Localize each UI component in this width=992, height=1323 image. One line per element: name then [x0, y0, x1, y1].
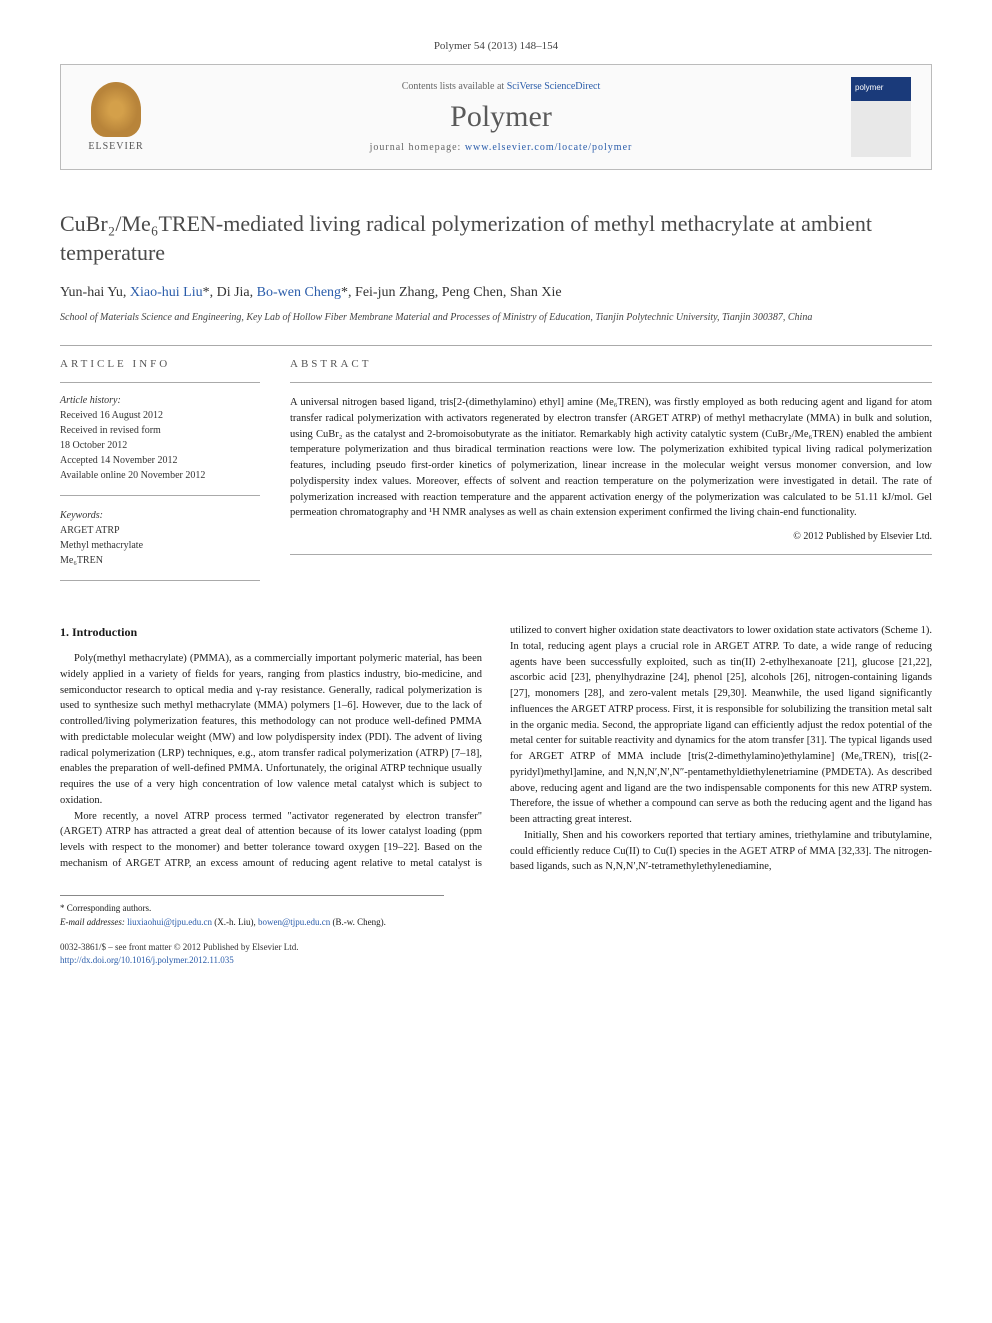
journal-reference: Polymer 54 (2013) 148–154 [60, 40, 932, 52]
journal-cover-thumbnail[interactable] [851, 77, 911, 157]
divider-rule [60, 382, 260, 383]
divider-rule [60, 495, 260, 496]
history-item: Accepted 14 November 2012 [60, 453, 260, 468]
keywords-heading: Keywords: [60, 510, 260, 521]
homepage-line: journal homepage: www.elsevier.com/locat… [151, 142, 851, 153]
keyword: ARGET ATRP [60, 523, 260, 538]
sciencedirect-link[interactable]: SciVerse ScienceDirect [507, 81, 601, 92]
affiliation: School of Materials Science and Engineer… [60, 311, 932, 325]
elsevier-logo[interactable]: ELSEVIER [81, 77, 151, 157]
author: Di Jia [217, 285, 250, 300]
divider-rule [60, 345, 932, 346]
homepage-prefix: journal homepage: [370, 142, 465, 153]
body-columns: 1. Introduction Poly(methyl methacrylate… [60, 623, 932, 875]
author-corresponding[interactable]: Bo-wen Cheng [257, 285, 341, 300]
article-info-column: ARTICLE INFO Article history: Received 1… [60, 358, 260, 593]
author: Peng Chen [442, 285, 503, 300]
article-title: CuBr₂/Me₆TREN-mediated living radical po… [60, 210, 932, 267]
email-line: E-mail addresses: liuxiaohui@tjpu.edu.cn… [60, 916, 444, 930]
elsevier-tree-icon [91, 82, 141, 137]
divider-rule [290, 554, 932, 555]
abstract-heading: ABSTRACT [290, 358, 932, 370]
contents-available-line: Contents lists available at SciVerse Sci… [151, 81, 851, 92]
history-item: Available online 20 November 2012 [60, 468, 260, 483]
keyword: Methyl methacrylate [60, 538, 260, 553]
emails-label: E-mail addresses: [60, 917, 125, 927]
author-list: Yun-hai Yu, Xiao-hui Liu*, Di Jia, Bo-we… [60, 285, 932, 301]
author: Yun-hai Yu [60, 285, 123, 300]
history-heading: Article history: [60, 395, 260, 406]
corresponding-marker: * [203, 285, 210, 300]
abstract-column: ABSTRACT A universal nitrogen based liga… [290, 358, 932, 593]
doi-link[interactable]: http://dx.doi.org/10.1016/j.polymer.2012… [60, 955, 234, 965]
history-item: Received 16 August 2012 [60, 408, 260, 423]
journal-header-box: ELSEVIER Contents lists available at Sci… [60, 64, 932, 170]
contents-prefix: Contents lists available at [402, 81, 507, 92]
header-center: Contents lists available at SciVerse Sci… [151, 81, 851, 153]
info-abstract-row: ARTICLE INFO Article history: Received 1… [60, 358, 932, 593]
email-who: (B.-w. Cheng). [332, 917, 385, 927]
email-link[interactable]: liuxiaohui@tjpu.edu.cn [127, 917, 212, 927]
footnotes: * Corresponding authors. E-mail addresse… [60, 895, 444, 929]
elsevier-label: ELSEVIER [88, 141, 143, 152]
history-item: Received in revised form [60, 423, 260, 438]
divider-rule [60, 580, 260, 581]
keyword: Me₆TREN [60, 553, 260, 568]
section-heading-introduction: 1. Introduction [60, 623, 482, 641]
bottom-metadata: 0032-3861/$ – see front matter © 2012 Pu… [60, 941, 932, 966]
email-who: (X.-h. Liu), [214, 917, 256, 927]
journal-name: Polymer [151, 100, 851, 134]
intro-paragraph: Poly(methyl methacrylate) (PMMA), as a c… [60, 651, 482, 809]
intro-paragraph: Initially, Shen and his coworkers report… [510, 828, 932, 875]
abstract-copyright: © 2012 Published by Elsevier Ltd. [290, 531, 932, 542]
email-link[interactable]: bowen@tjpu.edu.cn [258, 917, 330, 927]
homepage-link[interactable]: www.elsevier.com/locate/polymer [465, 142, 633, 153]
divider-rule [290, 382, 932, 383]
history-item: 18 October 2012 [60, 438, 260, 453]
corresponding-marker: * [341, 285, 348, 300]
abstract-text: A universal nitrogen based ligand, tris[… [290, 395, 932, 521]
author-corresponding[interactable]: Xiao-hui Liu [130, 285, 203, 300]
article-info-heading: ARTICLE INFO [60, 358, 260, 370]
author: Shan Xie [510, 285, 562, 300]
corresponding-note: * Corresponding authors. [60, 902, 444, 916]
author: Fei-jun Zhang [355, 285, 435, 300]
issn-line: 0032-3861/$ – see front matter © 2012 Pu… [60, 941, 932, 954]
